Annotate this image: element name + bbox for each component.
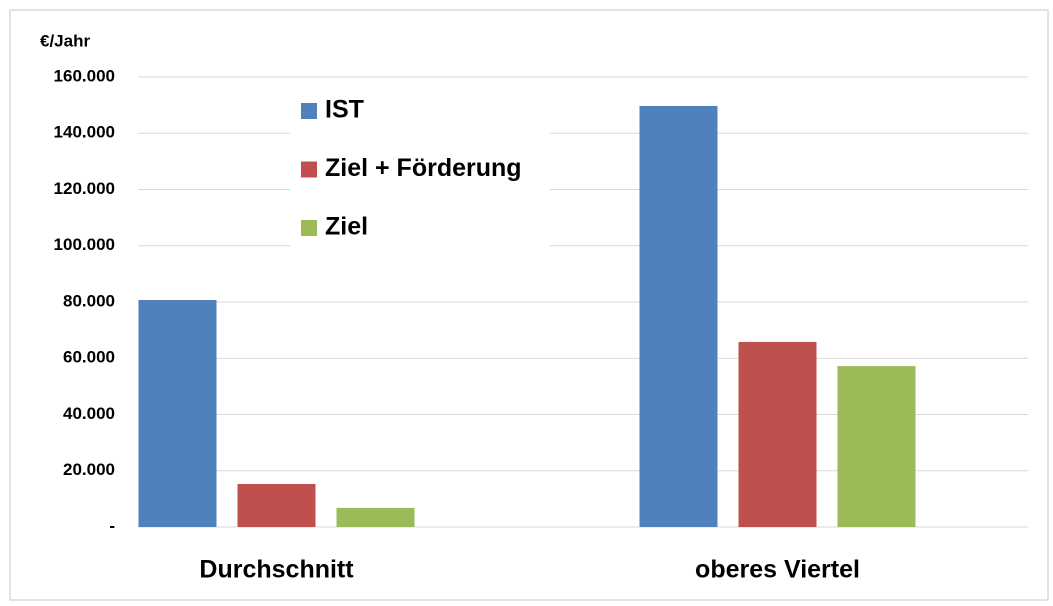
- legend-label: IST: [325, 96, 364, 124]
- y-axis-label: €/Jahr: [40, 31, 90, 50]
- y-tick-label: 120.000: [54, 179, 115, 198]
- y-tick-label: 20.000: [63, 460, 115, 479]
- legend-swatch: [301, 220, 317, 236]
- y-tick-label: 80.000: [63, 291, 115, 310]
- bar: [138, 300, 217, 527]
- y-tick-label: 140.000: [54, 123, 115, 142]
- bar: [336, 507, 415, 527]
- bar: [237, 483, 316, 527]
- legend-label: Ziel + Förderung: [325, 154, 522, 182]
- y-tick-label: 100.000: [54, 235, 115, 254]
- legend-swatch: [301, 161, 317, 178]
- y-tick-label: 60.000: [63, 348, 115, 367]
- x-tick-label: oberes Viertel: [695, 556, 860, 584]
- bar: [738, 341, 817, 527]
- x-tick-label: Durchschnitt: [199, 556, 354, 584]
- y-tick-label: 160.000: [54, 66, 115, 85]
- legend-label: Ziel: [325, 213, 368, 241]
- legend-swatch: [301, 103, 317, 119]
- bar: [639, 105, 718, 527]
- bar: [837, 366, 916, 527]
- y-tick-label: -: [109, 516, 115, 535]
- legend-box: [290, 88, 550, 256]
- y-tick-label: 40.000: [63, 404, 115, 423]
